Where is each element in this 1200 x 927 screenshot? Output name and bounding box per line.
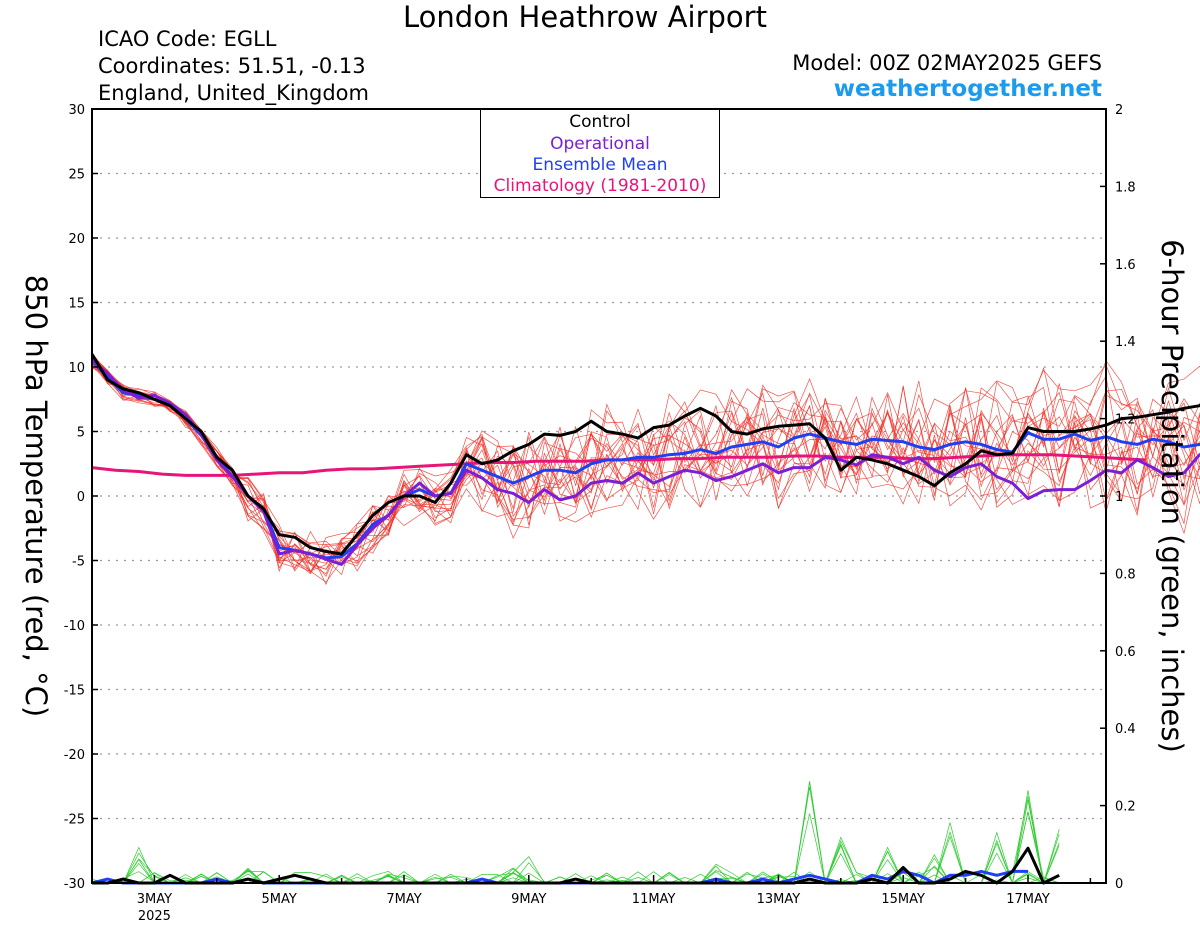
- y-tick-label-left: 30: [68, 103, 85, 118]
- y-tick-label-left: 25: [68, 168, 85, 183]
- legend-control: Control: [569, 112, 631, 132]
- precip-member-line: [92, 796, 1060, 884]
- temp-member-line: [91, 363, 1200, 576]
- temp-member-line: [91, 361, 1200, 545]
- temp-member-line: [91, 354, 1200, 575]
- legend-operational: Operational: [550, 134, 650, 154]
- axis-ticks: 302520151050-5-10-15-20-25-3021.81.61.41…: [64, 103, 1136, 924]
- x-tick-label: 13MAY: [757, 892, 801, 907]
- y-tick-label-right: 1.2: [1115, 413, 1136, 428]
- temp-member-line: [91, 354, 1200, 583]
- temp-control-line: [90, 353, 1200, 556]
- model-run: Model: 00Z 02MAY2025 GEFS: [792, 51, 1102, 75]
- legend: Control Operational Ensemble Mean Climat…: [480, 109, 720, 198]
- icao-code: ICAO Code: EGLL: [98, 27, 277, 51]
- precip-member-line: [92, 787, 1060, 884]
- y-tick-label-right: 0.8: [1115, 567, 1136, 582]
- precip-member-line: [92, 812, 1060, 885]
- temp-member-line: [91, 367, 1200, 575]
- y-tick-label-left: 20: [68, 232, 85, 247]
- y-tick-label-left: -15: [64, 684, 85, 699]
- y-axis-title-right: 6-hour Precipitation (green, inches): [1155, 239, 1189, 753]
- y-tick-label-right: 1.6: [1115, 258, 1136, 273]
- temp-member-line: [91, 361, 1200, 573]
- temp-member-lines: [91, 352, 1200, 586]
- temp-operational-line: [91, 359, 1200, 566]
- temp-member-line: [91, 357, 1200, 574]
- legend-ensemble-mean: Ensemble Mean: [532, 155, 668, 175]
- x-tick-sublabel: 2025: [138, 909, 171, 924]
- precip-member-line: [92, 799, 1060, 884]
- x-tick-label: 7MAY: [386, 892, 421, 907]
- y-tick-label-right: 0.6: [1115, 645, 1136, 660]
- y-tick-label-left: 10: [68, 361, 85, 376]
- y-tick-label-left: 15: [68, 297, 85, 312]
- y-tick-label-right: 2: [1115, 103, 1123, 118]
- y-tick-label-left: 5: [77, 426, 85, 441]
- x-tick-label: 9MAY: [511, 892, 546, 907]
- y-tick-label-right: 0.2: [1115, 800, 1136, 815]
- y-tick-label-right: 0: [1115, 877, 1123, 892]
- main-series-lines: [90, 353, 1200, 885]
- x-tick-label: 17MAY: [1006, 892, 1050, 907]
- temp-member-line: [91, 357, 1200, 565]
- temp-member-line: [91, 358, 1200, 586]
- x-tick-label: 11MAY: [632, 892, 676, 907]
- precip-member-line: [92, 781, 1060, 884]
- temp-member-line: [91, 364, 1200, 569]
- y-tick-label-right: 1: [1115, 490, 1123, 505]
- y-tick-label-right: 1.4: [1115, 335, 1136, 350]
- coordinates: Coordinates: 51.51, -0.13: [98, 54, 366, 78]
- y-axis-title-left: 850 hPa Temperature (red, °C): [19, 275, 53, 717]
- region: England, United_Kingdom: [98, 81, 369, 105]
- x-tick-label: 15MAY: [881, 892, 925, 907]
- y-tick-label-left: -5: [72, 555, 85, 570]
- y-tick-label-left: 0: [77, 490, 85, 505]
- y-tick-label-left: -10: [64, 619, 85, 634]
- legend-climatology: Climatology (1981-2010): [493, 176, 707, 196]
- y-tick-label-left: -30: [64, 877, 85, 892]
- x-tick-label: 5MAY: [262, 892, 297, 907]
- y-tick-label-left: -25: [64, 813, 85, 828]
- precip-member-lines: [91, 781, 1060, 885]
- precip-control-line: [92, 846, 1060, 885]
- y-tick-label-left: -20: [64, 748, 85, 763]
- precip-member-line: [92, 790, 1060, 884]
- y-tick-label-right: 1.8: [1115, 180, 1136, 195]
- brand-link[interactable]: weathertogether.net: [833, 76, 1102, 102]
- precip-member-line: [92, 782, 1060, 884]
- y-tick-label-right: 0.4: [1115, 722, 1136, 737]
- temp-member-line: [91, 359, 1200, 570]
- x-tick-label: 3MAY: [137, 892, 172, 907]
- precip-member-line: [92, 811, 1060, 884]
- page-title: London Heathrow Airport: [403, 0, 767, 34]
